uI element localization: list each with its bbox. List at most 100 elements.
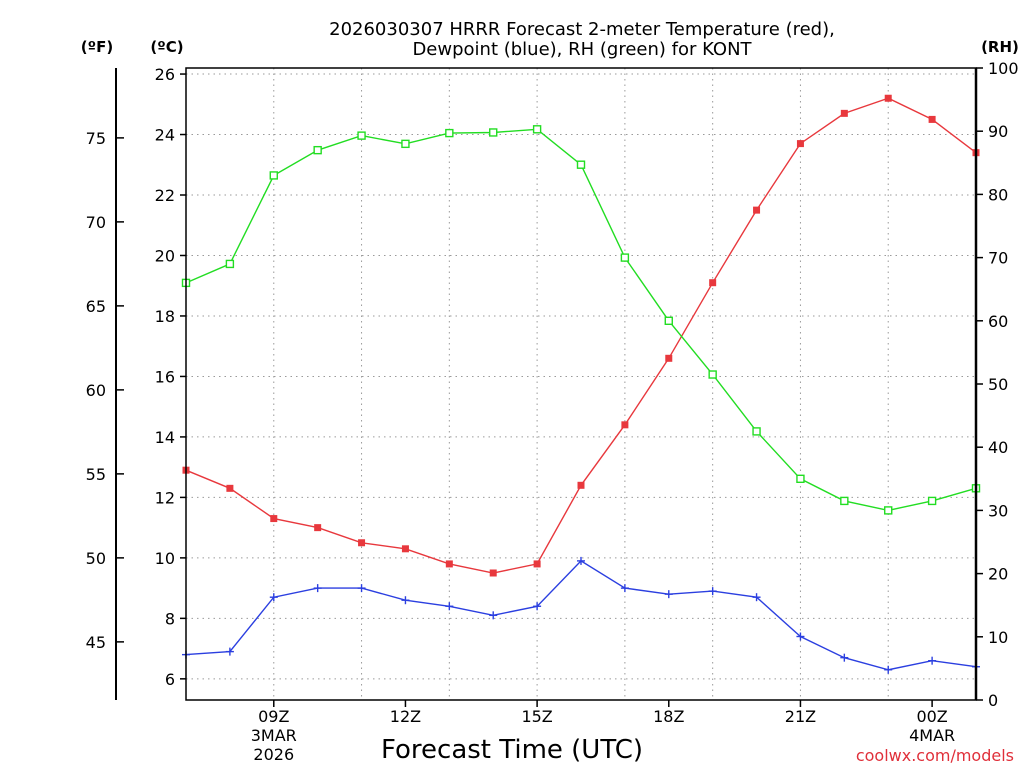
rh-point	[620, 253, 630, 262]
temperature-point	[533, 560, 541, 568]
rh-tick-label: 60	[988, 312, 1008, 331]
dewpoint-point	[269, 593, 278, 602]
fahrenheit-tick-label: 55	[86, 465, 106, 484]
celsius-tick-label: 16	[155, 367, 175, 386]
rh-point	[489, 128, 498, 137]
rh-tick-label: 50	[988, 375, 1008, 394]
temperature-point	[401, 545, 409, 553]
rh-tick-label: 30	[988, 501, 1008, 520]
celsius-tick-label: 8	[165, 609, 175, 628]
rh-point	[752, 427, 761, 436]
fahrenheit-tick-label: 65	[86, 297, 106, 316]
dewpoint-point	[577, 556, 585, 565]
rh-point	[225, 259, 235, 269]
rh-point	[576, 160, 586, 169]
chart-title-line2: Dewpoint (blue), RH (green) for KONT	[412, 39, 752, 60]
x-tick-label: 12Z	[390, 707, 421, 726]
rh-point	[269, 171, 278, 180]
temperature-point	[884, 94, 892, 102]
temperature-point	[270, 515, 278, 523]
rh-tick-label: 90	[988, 122, 1008, 141]
x-tick-label: 21Z	[785, 707, 816, 726]
rh-tick-label: 20	[988, 565, 1008, 584]
rh-tick-label: 100	[988, 59, 1019, 78]
dewpoint-point	[445, 602, 454, 611]
temperature-line	[185, 97, 977, 574]
fahrenheit-tick-label: 75	[86, 129, 106, 148]
rh-tick-label: 0	[988, 691, 998, 710]
x-tick-label: 18Z	[653, 707, 684, 726]
celsius-tick-label: 18	[155, 307, 175, 326]
temperature-point	[621, 421, 629, 429]
rh-point	[708, 370, 717, 379]
dewpoint-point	[225, 647, 234, 656]
fahrenheit-tick-label: 45	[86, 633, 106, 652]
rh-point	[401, 139, 410, 149]
temperature-point	[928, 115, 936, 123]
dewpoint-point	[928, 656, 937, 665]
rh-unit-label: (RH)	[981, 38, 1019, 56]
dewpoint-point	[357, 584, 366, 593]
watermark: coolwx.com/models	[856, 746, 1014, 765]
temperature-point	[665, 354, 673, 362]
temperature-point	[489, 569, 497, 577]
x-axis-label: Forecast Time (UTC)	[381, 735, 643, 765]
temperature-point	[445, 560, 453, 568]
dewpoint-line	[185, 560, 977, 671]
celsius-tick-label: 12	[155, 488, 175, 507]
rh-series	[181, 125, 981, 515]
dewpoint-point	[664, 590, 673, 599]
dewpoint-point	[840, 653, 849, 662]
temperature-point	[314, 524, 322, 532]
x-tick-date: 4MAR	[909, 726, 955, 745]
rh-point	[313, 145, 322, 155]
dewpoint-point	[708, 587, 717, 596]
dewpoint-point	[313, 584, 322, 593]
rh-tick-label: 40	[988, 438, 1008, 457]
x-tick-label: 09Z	[258, 707, 289, 726]
rh-point	[664, 316, 673, 325]
rh-tick-label: 10	[988, 628, 1008, 647]
rh-point	[532, 125, 542, 134]
dewpoint-point	[752, 593, 761, 602]
rh-point	[357, 131, 366, 140]
dewpoint-point	[533, 602, 542, 611]
dewpoint-point	[489, 611, 498, 620]
celsius-tick-label: 6	[165, 670, 175, 689]
temperature-point	[226, 484, 234, 492]
celsius-tick-label: 10	[155, 549, 175, 568]
rh-tick-label: 70	[988, 249, 1008, 268]
fahrenheit-tick-label: 70	[86, 213, 106, 232]
dewpoint-point	[796, 632, 805, 641]
temperature-point	[358, 539, 366, 547]
x-tick-year: 2026	[253, 745, 294, 764]
fahrenheit-unit-label: (ºF)	[81, 38, 113, 56]
chart-title-line1: 2026030307 HRRR Forecast 2-meter Tempera…	[329, 19, 835, 40]
celsius-tick-label: 26	[155, 65, 175, 84]
celsius-tick-label: 22	[155, 186, 175, 205]
celsius-tick-label: 20	[155, 246, 175, 265]
rh-point	[840, 496, 849, 506]
series-layer	[181, 94, 981, 674]
celsius-unit-label: (ºC)	[150, 38, 183, 56]
rh-point	[445, 128, 454, 138]
rh-line	[185, 128, 977, 512]
temperature-point	[577, 481, 585, 489]
dewpoint-point	[620, 584, 629, 593]
temperature-point	[753, 206, 761, 214]
rh-point	[796, 474, 805, 483]
dewpoint-series	[182, 556, 980, 674]
dewpoint-point	[401, 596, 410, 605]
fahrenheit-tick-label: 50	[86, 549, 106, 568]
celsius-tick-label: 14	[155, 428, 175, 447]
rh-point	[927, 496, 937, 506]
rh-point	[884, 506, 893, 515]
temperature-point	[796, 140, 804, 148]
temperature-point	[709, 279, 717, 287]
rh-tick-label: 80	[988, 185, 1008, 204]
x-tick-label: 00Z	[916, 707, 947, 726]
fahrenheit-tick-label: 60	[86, 381, 106, 400]
dewpoint-point	[884, 665, 893, 674]
